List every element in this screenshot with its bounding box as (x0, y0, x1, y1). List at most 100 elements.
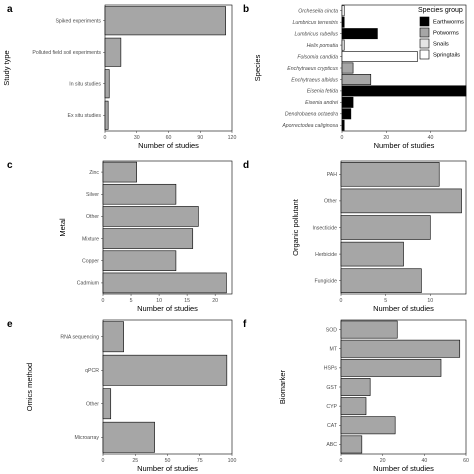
y-tick-label: Polluted field soil experiments (32, 50, 101, 56)
x-tick-label: 0 (104, 135, 107, 141)
x-tick-label: 75 (197, 458, 203, 464)
bar (341, 62, 354, 74)
y-tick-label: Microarray (75, 435, 100, 441)
y-tick-label: Copper (82, 259, 99, 265)
bar (102, 354, 228, 386)
panel-label: d (243, 160, 249, 171)
y-axis-label: Metal (58, 218, 67, 237)
bar (341, 85, 467, 97)
x-axis-label: Number of studies (374, 141, 435, 150)
bar (104, 69, 110, 99)
bar (341, 28, 378, 40)
legend-entry: Snails (433, 42, 449, 48)
x-tick-label: 5 (384, 298, 387, 304)
y-tick-label: RNA sequencing (60, 335, 99, 341)
x-tick-label: 5 (130, 298, 133, 304)
bar (104, 100, 109, 130)
x-tick-label: 20 (380, 458, 386, 464)
panel-e: e RNA sequencing qPCR Other Microarray 0 25 50 7… (7, 319, 236, 473)
bar (341, 96, 354, 108)
plot-frame (102, 160, 233, 295)
bar (102, 421, 155, 453)
legend-entry: Potworms (433, 31, 459, 37)
x-tick-label: 40 (428, 135, 434, 141)
x-tick-label: 10 (427, 298, 433, 304)
y-tick-label: Other (324, 199, 337, 205)
bar (340, 188, 462, 214)
y-tick-label: Enchytraeus albidus (291, 77, 338, 83)
y-tick-label: Aporrectodea caliginosa (281, 123, 338, 129)
y-tick-label: Herbicide (315, 252, 337, 258)
panel-label: c (7, 160, 13, 171)
x-tick-label: 0 (102, 458, 105, 464)
bar (102, 388, 112, 420)
bar (102, 183, 177, 205)
y-tick-label: Lumbricus rubellus (294, 31, 338, 37)
y-tick-label: qPCR (85, 368, 99, 374)
bar (340, 162, 440, 187)
legend-swatch (419, 27, 430, 38)
x-tick-label: 0 (340, 458, 343, 464)
legend-entry: Springtails (433, 53, 460, 59)
bar (102, 250, 177, 272)
y-axis-label: Organic pollutant (291, 198, 300, 256)
bar (104, 37, 122, 67)
y-axis-label: Biomarker (278, 369, 287, 404)
y-tick-label: SOD (326, 327, 337, 333)
panel-a: a Spiked experiments Polluted field soil e… (2, 4, 236, 150)
y-tick-label: Helix pomatia (307, 43, 339, 49)
y-tick-label: CYP (326, 404, 337, 410)
x-tick-label: 20 (212, 298, 218, 304)
y-tick-label: PAH (327, 172, 338, 178)
x-tick-label: 100 (228, 458, 237, 464)
panel-f: f SOD MT HSPs GST CYP CAT ABC 0 20 40 60 Number of s… (243, 319, 469, 473)
panel-c: c Zinc Silver Other Mixture Copper Cadmium 0 5 10… (7, 160, 233, 313)
y-tick-label: In situ studies (69, 82, 101, 88)
bar (340, 397, 367, 416)
legend-entry: Earthworms (433, 20, 464, 26)
x-tick-label: 30 (134, 135, 140, 141)
y-tick-label: Eisenia fetida (307, 89, 338, 95)
x-tick-label: 120 (228, 135, 237, 141)
bar (340, 320, 398, 339)
bar (102, 228, 194, 249)
y-tick-label: Lumbricus terrestris (292, 20, 338, 26)
bar (104, 6, 226, 36)
y-tick-label: Insecticide (312, 225, 337, 231)
x-axis-label: Number of studies (137, 304, 198, 313)
bar (340, 339, 461, 358)
bar (341, 39, 345, 51)
bar (340, 435, 363, 454)
bar (341, 74, 372, 85)
y-tick-label: Silver (86, 192, 99, 198)
x-tick-label: 50 (165, 458, 171, 464)
y-tick-label: Enchytraeus crypticus (287, 66, 338, 72)
y-tick-label: Spiked experiments (55, 19, 101, 25)
x-tick-label: 20 (383, 135, 389, 141)
bar (102, 206, 199, 227)
legend-swatch (419, 49, 430, 60)
legend-title: Species group (418, 7, 463, 14)
bar (341, 16, 345, 28)
x-tick-label: 0 (341, 135, 344, 141)
y-tick-label: Ex situ studies (68, 113, 102, 119)
y-tick-label: Eisenia andrei (305, 100, 339, 106)
panel-label: a (7, 4, 13, 15)
bar (340, 378, 371, 396)
y-tick-label: Cadmium (77, 281, 99, 287)
x-axis-label: Number of studies (373, 304, 434, 313)
bar (340, 358, 442, 377)
bar (340, 268, 422, 293)
x-tick-label: 15 (184, 298, 190, 304)
panel-label: f (243, 319, 247, 330)
x-tick-label: 0 (102, 298, 105, 304)
x-axis-label: Number of studies (373, 464, 434, 473)
panel-label: e (7, 319, 13, 330)
y-tick-label: Dendrobaena octaedra (285, 112, 338, 118)
y-tick-label: Other (86, 214, 99, 220)
y-tick-label: ABC (326, 442, 337, 448)
x-tick-label: 25 (132, 458, 138, 464)
bar (340, 241, 404, 267)
y-tick-label: Zinc (89, 170, 99, 176)
